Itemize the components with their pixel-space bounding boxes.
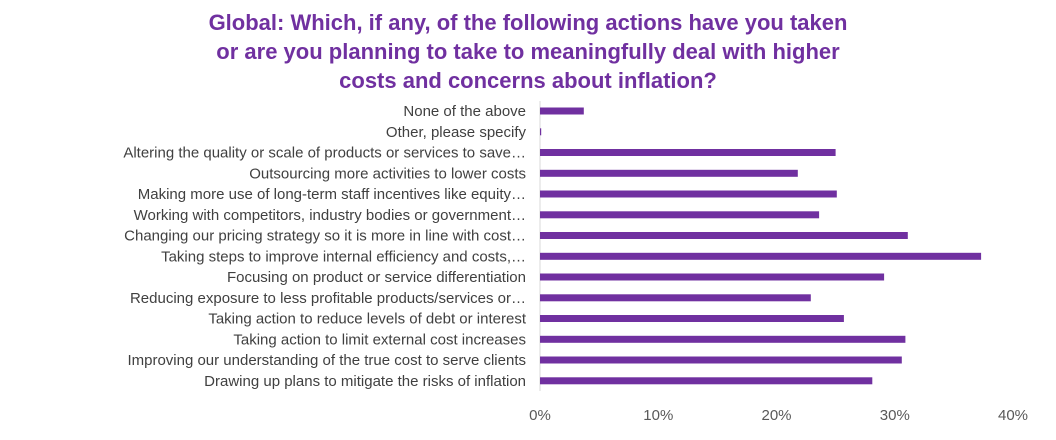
category-label-7: Taking steps to improve internal efficie… (161, 248, 526, 265)
bar-4 (540, 190, 837, 198)
category-label-13: Drawing up plans to mitigate the risks o… (204, 373, 526, 390)
chart-title-line-3: costs and concerns about inflation? (339, 68, 717, 93)
category-label-8: Focusing on product or service different… (227, 269, 526, 286)
bar-2 (540, 149, 836, 156)
bar-11 (540, 335, 906, 343)
category-label-2: Altering the quality or scale of product… (123, 145, 526, 162)
chart-title: Global: Which, if any, of the following … (0, 8, 1056, 95)
x-tick-label-0: 0% (529, 407, 551, 424)
category-label-0: None of the above (403, 103, 526, 120)
category-label-9: Reducing exposure to less profitable pro… (130, 290, 526, 307)
bar-1 (540, 128, 542, 136)
category-label-6: Changing our pricing strategy so it is m… (124, 228, 526, 245)
x-tick-labels: 0% 10% 20% 30% 40% (529, 407, 1028, 424)
category-label-4: Making more use of long-term staff incen… (138, 186, 526, 203)
x-tick-label-4: 40% (998, 407, 1028, 424)
x-tick-label-2: 20% (761, 407, 791, 424)
bar-9 (540, 294, 811, 302)
x-tick-label-3: 30% (880, 407, 910, 424)
category-label-3: Outsourcing more activities to lower cos… (249, 165, 526, 182)
chart-title-line-2: or are you planning to take to meaningfu… (216, 39, 840, 64)
bars-layer (540, 107, 982, 385)
category-labels: None of the above Other, please specify Al… (123, 103, 527, 390)
bar-8 (540, 273, 885, 281)
category-label-10: Taking action to reduce levels of debt o… (208, 311, 527, 328)
category-label-12: Improving our understanding of the true … (127, 352, 526, 369)
bar-3 (540, 169, 798, 177)
bar-0 (540, 107, 584, 115)
bar-7 (540, 252, 982, 260)
bar-12 (540, 356, 902, 364)
category-label-11: Taking action to limit external cost inc… (233, 331, 526, 348)
category-label-5: Working with competitors, industry bodie… (134, 207, 526, 224)
bar-13 (540, 377, 873, 385)
bar-10 (540, 315, 844, 322)
bar-6 (540, 232, 908, 239)
x-tick-label-1: 10% (643, 407, 673, 424)
chart-title-line-1: Global: Which, if any, of the following … (208, 10, 848, 35)
bar-5 (540, 211, 820, 219)
category-label-1: Other, please specify (386, 124, 527, 141)
